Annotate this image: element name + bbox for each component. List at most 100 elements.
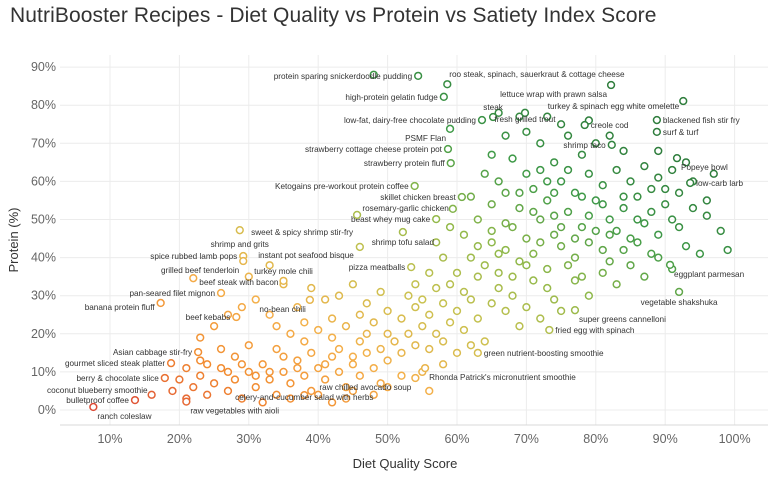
data-point[interactable]	[570, 188, 580, 197]
data-point[interactable]	[487, 238, 496, 247]
data-point[interactable]	[265, 375, 274, 384]
data-point[interactable]	[209, 322, 219, 331]
data-point[interactable]	[432, 329, 441, 338]
labeled-data-point[interactable]	[147, 390, 156, 399]
data-point[interactable]	[300, 371, 309, 380]
data-point[interactable]	[383, 356, 392, 365]
data-point[interactable]	[598, 245, 607, 255]
labeled-data-point[interactable]	[411, 373, 420, 383]
data-point[interactable]	[508, 154, 517, 163]
data-point[interactable]	[397, 348, 406, 358]
data-point[interactable]	[279, 367, 288, 377]
labeled-data-point[interactable]	[686, 178, 695, 188]
data-point[interactable]	[362, 348, 371, 358]
data-point[interactable]	[543, 264, 552, 274]
data-point[interactable]	[674, 222, 684, 232]
data-point[interactable]	[501, 131, 510, 140]
labeled-data-point[interactable]	[520, 108, 530, 117]
labeled-data-point[interactable]	[477, 115, 487, 125]
data-point[interactable]	[487, 299, 496, 308]
data-point[interactable]	[196, 356, 205, 365]
data-point[interactable]	[286, 379, 295, 388]
data-point[interactable]	[425, 310, 434, 319]
data-point[interactable]	[432, 238, 441, 247]
data-point[interactable]	[577, 150, 587, 159]
data-point[interactable]	[397, 314, 406, 323]
labeled-data-point[interactable]	[189, 274, 198, 283]
labeled-data-point[interactable]	[160, 373, 169, 383]
data-point[interactable]	[445, 318, 455, 327]
labeled-data-point[interactable]	[443, 144, 453, 154]
data-point[interactable]	[716, 226, 725, 236]
data-point[interactable]	[445, 280, 455, 289]
data-point[interactable]	[529, 184, 538, 194]
data-point[interactable]	[550, 211, 559, 220]
data-point[interactable]	[459, 287, 469, 297]
data-point[interactable]	[550, 295, 559, 304]
data-point[interactable]	[529, 276, 538, 285]
data-point[interactable]	[314, 363, 323, 373]
data-point[interactable]	[237, 302, 247, 312]
data-point[interactable]	[619, 203, 628, 213]
data-point[interactable]	[251, 371, 260, 380]
data-point[interactable]	[563, 207, 573, 217]
data-point[interactable]	[556, 242, 566, 251]
data-point[interactable]	[556, 222, 566, 232]
data-point[interactable]	[327, 352, 337, 361]
data-point[interactable]	[501, 245, 510, 255]
data-point[interactable]	[196, 371, 205, 380]
data-point[interactable]	[418, 322, 427, 331]
data-point[interactable]	[494, 108, 503, 117]
data-point[interactable]	[300, 318, 309, 327]
data-point[interactable]	[605, 257, 614, 266]
data-point[interactable]	[598, 268, 607, 277]
data-point[interactable]	[640, 219, 649, 228]
data-point[interactable]	[320, 375, 330, 384]
data-point[interactable]	[536, 165, 545, 175]
data-point[interactable]	[584, 291, 594, 300]
labeled-data-point[interactable]	[420, 363, 430, 373]
labeled-data-point[interactable]	[239, 256, 248, 266]
data-point[interactable]	[258, 398, 267, 407]
data-point[interactable]	[425, 386, 434, 396]
data-point[interactable]	[251, 382, 260, 392]
data-point[interactable]	[466, 253, 476, 262]
data-point[interactable]	[425, 268, 434, 277]
data-point[interactable]	[515, 322, 524, 331]
data-point[interactable]	[681, 242, 691, 251]
data-point[interactable]	[633, 215, 642, 224]
data-point[interactable]	[591, 226, 600, 236]
labeled-data-point[interactable]	[580, 120, 589, 130]
data-point[interactable]	[230, 375, 240, 384]
data-point[interactable]	[667, 215, 677, 224]
data-point[interactable]	[563, 165, 573, 175]
data-point[interactable]	[667, 165, 677, 175]
data-point[interactable]	[556, 306, 566, 316]
data-point[interactable]	[209, 379, 219, 388]
data-point[interactable]	[522, 234, 531, 243]
data-point[interactable]	[265, 367, 274, 377]
data-point[interactable]	[348, 280, 358, 289]
data-point[interactable]	[355, 337, 364, 346]
labeled-data-point[interactable]	[305, 295, 315, 305]
labeled-data-point[interactable]	[398, 227, 408, 237]
data-point[interactable]	[459, 325, 469, 335]
data-point[interactable]	[515, 203, 524, 213]
data-point[interactable]	[473, 272, 482, 281]
data-point[interactable]	[577, 222, 587, 232]
data-point[interactable]	[320, 360, 330, 369]
data-point[interactable]	[203, 390, 212, 399]
data-point[interactable]	[570, 276, 580, 285]
data-point[interactable]	[487, 226, 496, 236]
data-point[interactable]	[501, 219, 510, 228]
labeled-data-point[interactable]	[193, 347, 203, 357]
data-point[interactable]	[640, 162, 649, 171]
labeled-data-point[interactable]	[407, 262, 416, 272]
data-point[interactable]	[223, 310, 233, 319]
data-point[interactable]	[216, 344, 226, 354]
data-point[interactable]	[411, 280, 420, 289]
data-point[interactable]	[688, 203, 698, 213]
data-point[interactable]	[418, 295, 427, 304]
data-point[interactable]	[237, 360, 247, 369]
labeled-data-point[interactable]	[674, 287, 684, 297]
